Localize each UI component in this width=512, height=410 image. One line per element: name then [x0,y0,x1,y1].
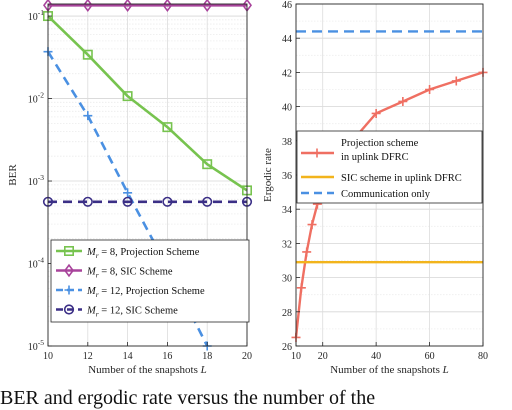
x-axis-label: Number of the snapshots L [88,364,207,376]
y-tick-label: 46 [282,0,292,11]
x-tick-label: 10 [291,351,301,362]
x-tick-label: 10 [43,351,53,362]
data-point [82,196,93,207]
y-tick-label: 10-5 [28,338,44,353]
legend-item: Communication only [301,189,431,200]
y-tick-label: 28 [282,308,292,319]
figure-caption: BER and ergodic rate versus the number o… [0,387,375,409]
legend-item: Mr = 12, SIC Scheme [56,304,178,319]
legend-item: SIC scheme in uplink DFRC [301,173,462,184]
data-point [451,76,461,86]
data-point [307,220,317,230]
legend-label: Mr = 12, SIC Scheme [86,306,178,319]
legend-box [50,239,250,323]
data-point [122,0,133,13]
data-point [82,0,93,13]
legend-item: Mr = 8, Projection Scheme [56,246,200,260]
y-tick-label: 42 [282,68,292,79]
y-tick-label: 34 [282,205,292,216]
x-axis-label: Number of the snapshots L [330,364,449,376]
data-point [302,247,312,257]
data-point [83,111,93,121]
data-point [296,283,306,293]
x-tick-label: 20 [242,351,252,362]
data-point [122,196,133,207]
legend-marker [64,285,74,295]
y-tick-label: 30 [282,274,292,285]
axes-box [47,3,248,347]
legend: Projection scheme in uplink DFRC SIC schem… [296,130,483,204]
y-tick-label: 40 [282,103,292,114]
legend: Mr = 8, Projection Scheme Mr = 8, SIC Sch… [50,239,250,323]
legend-label: Communication only [341,189,431,200]
legend-marker [64,246,75,257]
x-tick-label: 80 [478,351,488,362]
data-point [371,108,381,118]
y-tick-label: 44 [282,34,292,45]
data-point [162,196,173,207]
legend-label: Mr = 8, SIC Scheme [86,267,173,280]
legend-item: Mr = 8, SIC Scheme [56,263,173,280]
x-tick-label: 18 [202,351,212,362]
ergodic-rate-chart: 10 20 40 60 80 26 28 30 32 34 36 38 40 42 44 46 Number o… [262,0,488,376]
data-point [202,159,213,170]
legend-label: Projection scheme [341,138,419,149]
data-point [202,0,213,13]
data-point [123,188,133,198]
y-tick-label: 36 [282,171,292,182]
x-tick-label: 12 [83,351,93,362]
legend-label: in uplink DFRC [341,152,409,163]
data-point [122,91,133,102]
legend-marker [64,263,74,278]
data-point [82,49,93,60]
y-axis-label: BER [7,164,19,186]
y-tick-label: 38 [282,137,292,148]
legend-label: Mr = 12, Projection Scheme [86,286,205,299]
y-tick-label: 10-3 [28,173,44,188]
x-tick-label: 40 [371,351,381,362]
series-line-0 [47,15,248,192]
data-point [202,196,213,207]
data-point [398,96,408,106]
y-tick-label: 10-1 [28,8,44,23]
legend-marker [63,304,75,315]
y-tick-label: 10-4 [28,256,44,271]
x-tick-label: 20 [318,351,328,362]
legend-label: SIC scheme in uplink DFRC [341,173,462,184]
data-point [425,85,435,94]
y-tick-label: 26 [282,342,292,353]
legend-marker [312,148,322,158]
data-point [162,0,173,13]
legend-item: Mr = 12, Projection Scheme [56,285,205,299]
x-tick-label: 16 [162,351,172,362]
x-tick-label: 60 [425,351,435,362]
y-axis-label: Ergodic rate [262,148,274,202]
legend-item: Projection scheme in uplink DFRC [301,138,419,163]
legend-label: Mr = 8, Projection Scheme [86,247,200,260]
x-tick-label: 14 [123,351,133,362]
y-tick-label: 32 [282,239,292,250]
legend-box [296,130,483,204]
ber-chart: 10 12 14 16 18 20 10-1 10-2 10-3 10-4 10-5 Number o… [7,0,253,376]
data-point [162,122,173,133]
y-tick-label: 10-2 [28,91,44,106]
